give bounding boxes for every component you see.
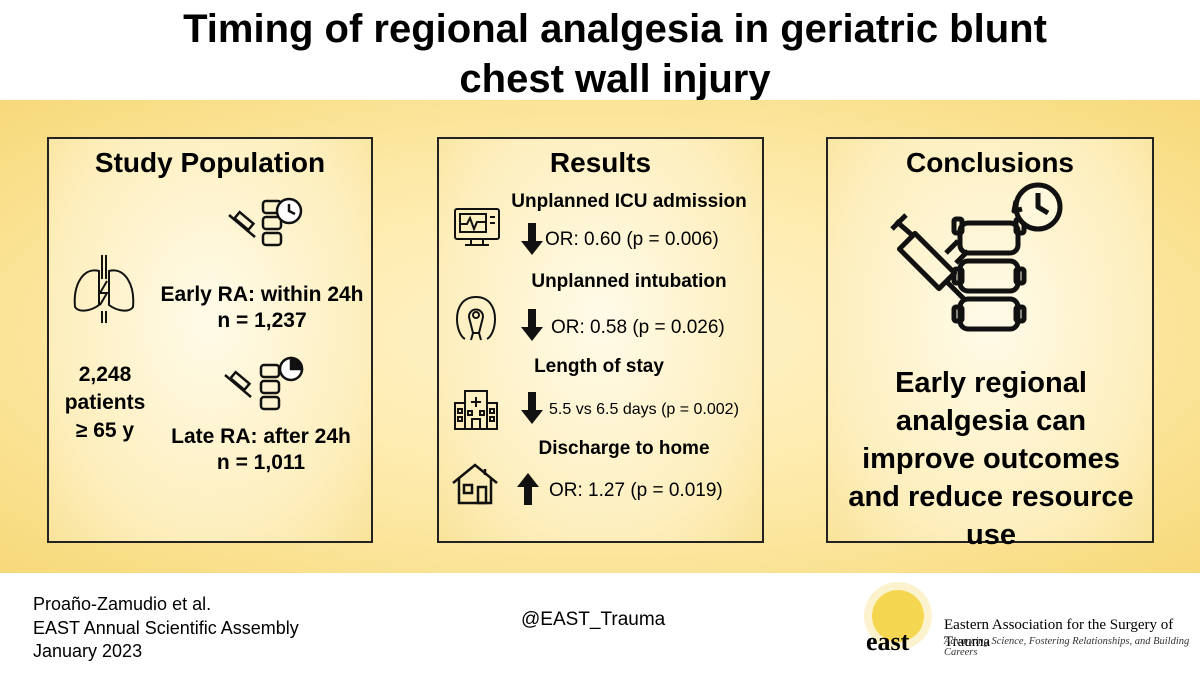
title-line-2: chest wall injury xyxy=(459,57,771,101)
twitter-handle: @EAST_Trauma xyxy=(521,609,666,630)
east-sun-logo-icon xyxy=(864,582,932,650)
late-ra-count: n = 1,011 xyxy=(216,451,306,474)
conclusions-panel: Conclusions Early regional analgesia can… xyxy=(826,137,1154,551)
page-title: Timing of regional analgesia in geriatri… xyxy=(110,4,1120,104)
result-label-icu: Unplanned ICU admission xyxy=(511,191,747,212)
total-count: 2,248 xyxy=(78,363,132,386)
study-population-heading: Study Population xyxy=(94,147,326,178)
early-ra-label: Early RA: within 24h xyxy=(160,283,364,306)
citation-author: Proaño-Zamudio et al. xyxy=(33,594,212,614)
citation-meeting: EAST Annual Scientific Assembly xyxy=(33,617,299,638)
hospital-icon xyxy=(454,390,498,430)
result-value-icu: OR: 0.60 (p = 0.006) xyxy=(545,229,719,250)
late-ra-label: Late RA: after 24h xyxy=(171,425,351,448)
arrow-down-icon xyxy=(521,309,543,341)
conclusions-heading: Conclusions xyxy=(905,147,1074,178)
org-tagline: Advancing Science, Fostering Relationshi… xyxy=(944,636,1190,658)
result-label-discharge: Discharge to home xyxy=(538,438,710,459)
title-line-1: Timing of regional analgesia in geriatri… xyxy=(183,7,1047,51)
results-panel: Results Unplanned ICU admission OR: 0.60… xyxy=(437,137,764,543)
syringe-spine-clock-icon xyxy=(890,182,1063,332)
syringe-spine-clock-icon xyxy=(228,197,303,247)
conclusion-line-2: analgesia can xyxy=(895,405,1087,437)
east-logo-text: east xyxy=(866,627,910,656)
result-label-intubation: Unplanned intubation xyxy=(531,271,727,292)
arrow-down-icon xyxy=(521,223,543,255)
total-unit: patients xyxy=(64,391,146,414)
conclusion-line-1: Early regional xyxy=(895,367,1087,399)
citation-date: January 2023 xyxy=(33,641,143,661)
result-value-discharge: OR: 1.27 (p = 0.019) xyxy=(549,480,723,501)
total-age: ≥ 65 y xyxy=(75,419,135,442)
org-name: Eastern Association for the Surgery of T… xyxy=(944,617,1174,650)
oxygen-mask-icon xyxy=(455,296,497,341)
lungs-icon xyxy=(73,255,135,323)
results-heading: Results xyxy=(549,147,652,178)
result-value-los: 5.5 vs 6.5 days (p = 0.002) xyxy=(549,401,739,418)
monitor-icon xyxy=(454,208,500,246)
syringe-spine-timer-icon xyxy=(224,356,304,411)
result-value-intubation: OR: 0.58 (p = 0.026) xyxy=(551,317,725,338)
result-label-los: Length of stay xyxy=(534,356,664,377)
early-ra-count: n = 1,237 xyxy=(217,309,307,332)
conclusion-text: Early regional analgesia can improve out… xyxy=(838,364,1144,554)
arrow-down-icon xyxy=(521,392,543,424)
study-population-panel: Study Population Early RA: within 24h n … xyxy=(47,137,373,543)
conclusion-line-3: improve outcomes xyxy=(862,443,1120,475)
arrow-up-icon xyxy=(517,473,539,505)
house-icon xyxy=(452,463,498,505)
conclusion-line-4: and reduce resource xyxy=(848,481,1134,513)
total-patients: 2,248 patients ≥ 65 y xyxy=(61,361,149,445)
conclusion-line-5: use xyxy=(966,519,1016,551)
citation: Proaño-Zamudio et al. EAST Annual Scient… xyxy=(33,593,299,664)
